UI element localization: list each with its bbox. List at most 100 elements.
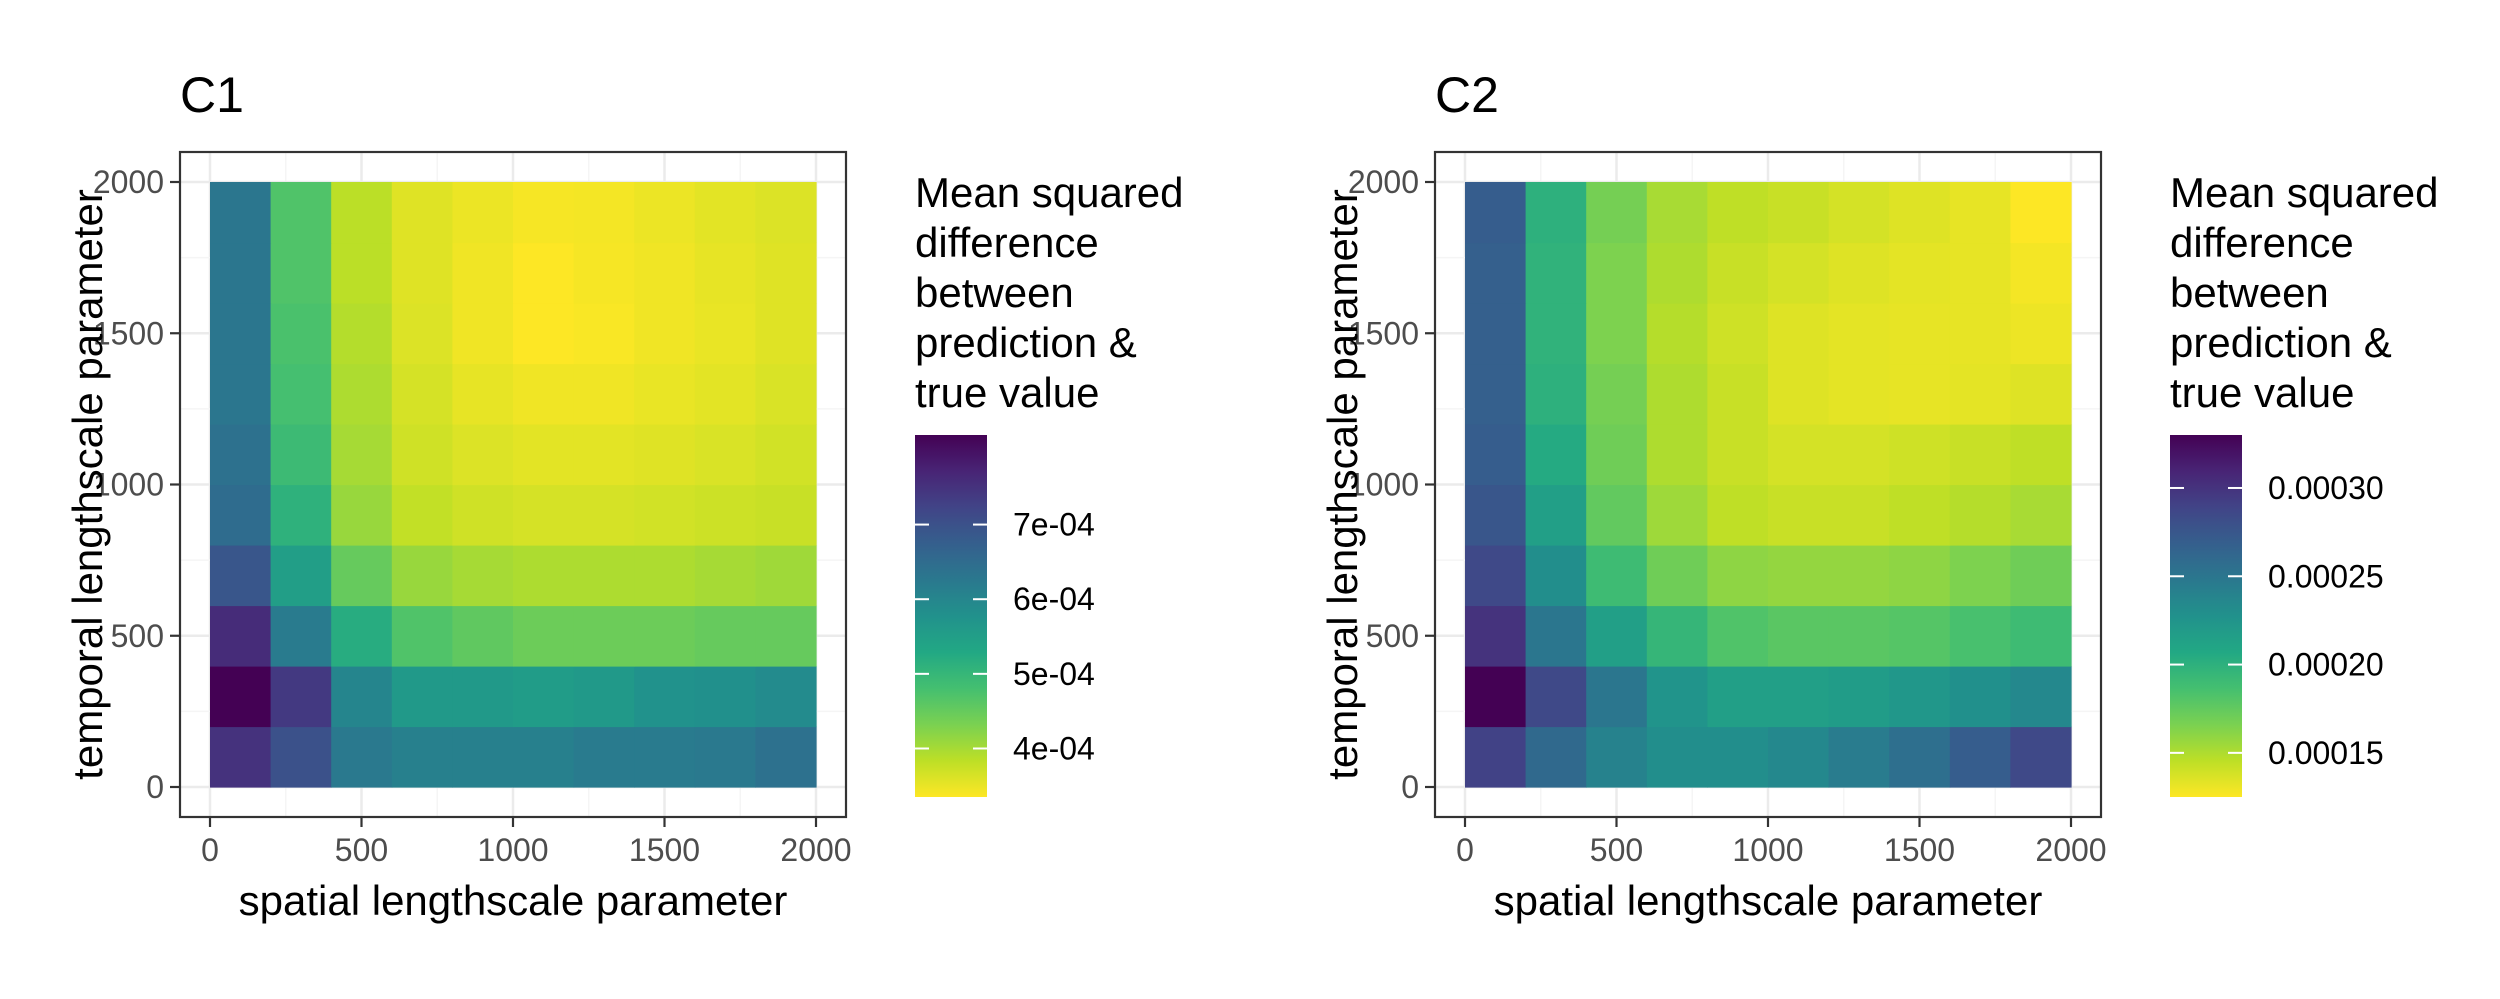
heatmap-cell <box>270 666 332 728</box>
heatmap-cell <box>573 666 635 728</box>
heatmap-cell <box>513 424 575 486</box>
heatmap-cell <box>1465 726 1527 788</box>
heatmap-cell <box>1889 242 1951 304</box>
x-tick-label: 500 <box>335 832 388 868</box>
heatmap-cell <box>1525 363 1587 425</box>
heatmap-cell <box>573 182 635 244</box>
heatmap-cell <box>1586 545 1648 607</box>
heatmap-cell <box>331 242 393 304</box>
legend-title-line: between <box>2170 269 2329 316</box>
heatmap-cell <box>1828 242 1890 304</box>
heatmap-cell <box>1889 182 1951 244</box>
heatmap-cell <box>2010 182 2072 244</box>
heatmap-cell <box>210 605 272 667</box>
heatmap-cell <box>270 242 332 304</box>
heatmap-cell <box>1525 666 1587 728</box>
heatmap-cell <box>1586 726 1648 788</box>
heatmap-tiles <box>1465 182 2072 788</box>
heatmap-cell <box>513 182 575 244</box>
colorbar-tick-label: 5e-04 <box>1013 656 1095 692</box>
chart-panel-2: 0 500 1000 1500 2000 0 500 1000 1500 2000 C2 spatia… <box>1319 67 2439 924</box>
y-tick-label: 1500 <box>93 315 164 351</box>
heatmap-cell <box>694 242 756 304</box>
heatmap-cell <box>2010 363 2072 425</box>
heatmap-cell <box>1707 726 1769 788</box>
heatmap-cell <box>573 605 635 667</box>
heatmap-cell <box>513 484 575 546</box>
heatmap-cell <box>755 666 817 728</box>
heatmap-cell <box>1646 363 1708 425</box>
heatmap-cell <box>573 726 635 788</box>
heatmap-cell <box>755 424 817 486</box>
heatmap-cell <box>1525 545 1587 607</box>
x-tick-label: 1500 <box>629 832 700 868</box>
heatmap-cell <box>1646 605 1708 667</box>
heatmap-cell <box>331 363 393 425</box>
chart-panel-1: 0 500 1000 1500 2000 0 500 1000 1500 2000 C1 spatia… <box>64 67 1184 924</box>
heatmap-cell <box>452 303 514 365</box>
heatmap-cell <box>513 545 575 607</box>
heatmap-cell <box>1768 605 1830 667</box>
heatmap-cell <box>1525 424 1587 486</box>
heatmap-cell <box>2010 545 2072 607</box>
heatmap-cell <box>1768 726 1830 788</box>
y-tick-label: 500 <box>111 618 164 654</box>
heatmap-cell <box>331 605 393 667</box>
heatmap-cell <box>1828 666 1890 728</box>
heatmap-cell <box>331 726 393 788</box>
heatmap-cell <box>1465 424 1527 486</box>
heatmap-cell <box>1646 545 1708 607</box>
heatmap-cell <box>1707 605 1769 667</box>
heatmap-cell <box>391 484 453 546</box>
x-axis-title: spatial lengthscale parameter <box>1494 877 2043 924</box>
heatmap-cell <box>1586 242 1648 304</box>
heatmap-cell <box>1949 242 2011 304</box>
heatmap-cell <box>1707 484 1769 546</box>
heatmap-cell <box>1646 484 1708 546</box>
heatmap-cell <box>2010 303 2072 365</box>
heatmap-cell <box>210 242 272 304</box>
heatmap-cell <box>2010 666 2072 728</box>
heatmap-cell <box>694 666 756 728</box>
heatmap-cell <box>1646 726 1708 788</box>
heatmap-cell <box>1768 484 1830 546</box>
colorbar <box>2170 435 2242 797</box>
heatmap-cell <box>755 605 817 667</box>
heatmap-cell <box>513 666 575 728</box>
y-axis-title: temporal lengthscale parameter <box>1319 189 1366 780</box>
heatmap-cell <box>1707 363 1769 425</box>
colorbar-tick-label: 0.00015 <box>2268 735 2384 771</box>
heatmap-cell <box>634 182 696 244</box>
heatmap-cell <box>210 363 272 425</box>
heatmap-cell <box>513 363 575 425</box>
heatmap-cell <box>391 605 453 667</box>
panels: 0 500 1000 1500 2000 0 500 1000 1500 2000 C1 spatia… <box>64 67 2439 924</box>
heatmap-cell <box>270 484 332 546</box>
legend-title-line: Mean squared <box>2170 169 2439 216</box>
heatmap-cell <box>1646 182 1708 244</box>
heatmap-cell <box>391 363 453 425</box>
legend-title-line: true value <box>2170 369 2354 416</box>
heatmap-cell <box>391 545 453 607</box>
heatmap-cell <box>1525 605 1587 667</box>
heatmap-cell <box>1768 666 1830 728</box>
heatmap-cell <box>1707 545 1769 607</box>
heatmap-cell <box>513 726 575 788</box>
heatmap-cell <box>2010 424 2072 486</box>
axis-ticks: 0 500 1000 1500 2000 0 500 1000 1500 2000 <box>93 164 852 868</box>
heatmap-cell <box>755 242 817 304</box>
heatmap-cell <box>755 484 817 546</box>
heatmap-cell <box>1525 242 1587 304</box>
heatmap-cell <box>755 726 817 788</box>
heatmap-cell <box>1707 666 1769 728</box>
heatmap-cell <box>1465 242 1527 304</box>
heatmap-cell <box>210 545 272 607</box>
y-tick-label: 0 <box>146 769 164 805</box>
heatmap-cell <box>1889 605 1951 667</box>
colorbar-tick-label: 4e-04 <box>1013 730 1095 766</box>
heatmap-cell <box>270 424 332 486</box>
heatmap-cell <box>452 363 514 425</box>
heatmap-cell <box>1646 666 1708 728</box>
heatmap-cell <box>452 242 514 304</box>
